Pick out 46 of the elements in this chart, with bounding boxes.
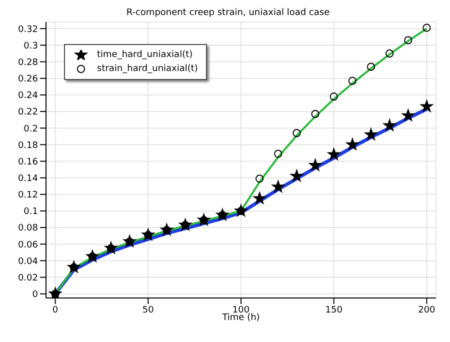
- legend-label: time_hard_uniaxial(t): [97, 49, 193, 62]
- y-tick-label: 0.22: [18, 108, 38, 118]
- y-tick-label: 0.32: [18, 24, 38, 35]
- point: [272, 180, 284, 192]
- point: [348, 76, 356, 85]
- point: [364, 128, 378, 140]
- y-tick-label: 0.3: [24, 41, 38, 52]
- point: [383, 119, 396, 131]
- x-axis-title: Time (h): [221, 313, 260, 323]
- point: [422, 24, 431, 32]
- y-tick-label: 0.06: [18, 240, 38, 250]
- x-tick-label: 0: [52, 305, 58, 316]
- y-tick-label: 0: [32, 290, 38, 300]
- x-tick-label: 150: [325, 305, 343, 316]
- y-tick-label: 0.08: [18, 224, 38, 234]
- y-tick-label: 0.26: [18, 74, 38, 85]
- y-tick-label: 0.16: [18, 157, 38, 168]
- point: [274, 150, 282, 158]
- point: [402, 109, 414, 121]
- point: [328, 148, 340, 160]
- point: [366, 62, 376, 71]
- point: [330, 92, 338, 101]
- y-tick-label: 0.18: [18, 140, 38, 151]
- point: [420, 100, 433, 112]
- y-tick-label: 0.24: [18, 91, 38, 102]
- x-tick-label: 50: [142, 305, 154, 316]
- y-tick-label: 0.28: [18, 58, 38, 68]
- x-tick-label: 100: [232, 305, 250, 316]
- legend-label: strain_hard_uniaxial(t): [97, 63, 198, 76]
- y-tick-label: 0.1: [24, 207, 38, 218]
- point: [311, 110, 320, 118]
- point: [292, 129, 301, 138]
- point: [290, 170, 303, 182]
- point: [256, 174, 264, 183]
- point: [386, 49, 394, 58]
- point: [309, 158, 322, 171]
- y-tick-label: 0.02: [18, 273, 38, 284]
- point: [253, 192, 266, 204]
- y-tick-label: 0.12: [18, 190, 38, 201]
- chart-title: R-component creep strain, uniaxial load case: [125, 8, 331, 18]
- point: [346, 138, 359, 150]
- y-tick-label: 0.04: [18, 256, 38, 267]
- y-tick-label: 0.2: [24, 124, 38, 134]
- point: [404, 36, 412, 44]
- x-tick-label: 200: [418, 305, 436, 316]
- y-tick-label: 0.14: [18, 174, 38, 184]
